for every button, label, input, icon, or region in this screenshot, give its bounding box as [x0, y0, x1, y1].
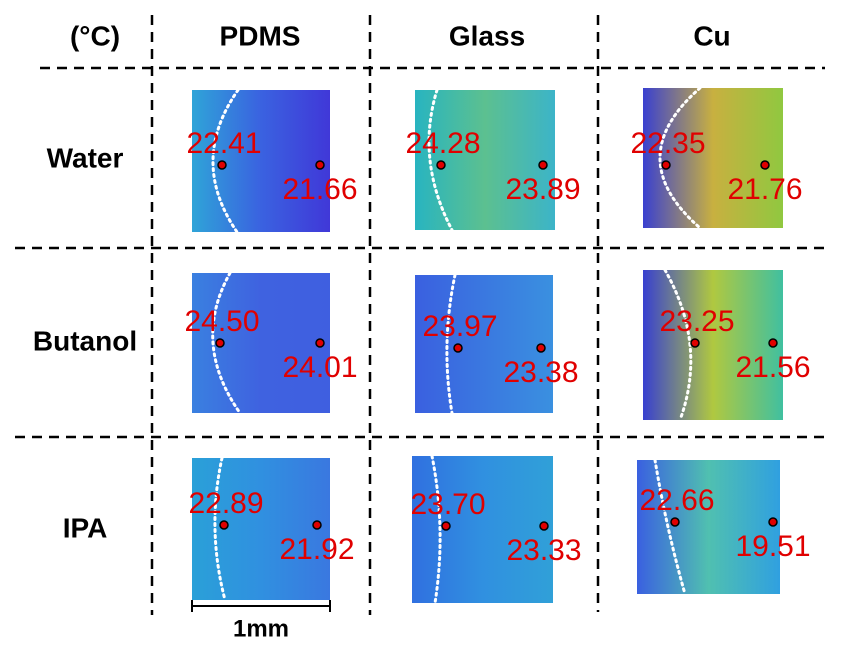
temperature-label: 22.66 — [639, 484, 714, 517]
contact-line — [658, 86, 702, 230]
temperature-label: 24.28 — [405, 127, 480, 160]
measure-point — [690, 338, 700, 348]
measure-point — [768, 517, 778, 527]
contact-line — [445, 273, 457, 415]
contact-line — [211, 271, 242, 415]
temperature-label: 21.56 — [735, 351, 810, 384]
contact-line — [213, 456, 227, 602]
scale-bar — [191, 600, 331, 612]
temperature-label: 24.01 — [282, 351, 357, 384]
contact-line — [427, 88, 454, 232]
temperature-label: 21.66 — [282, 173, 357, 206]
scale-label: 1mm — [233, 615, 289, 642]
contact-line — [653, 458, 687, 596]
row-header: IPA — [63, 512, 108, 543]
thermal-image — [637, 460, 780, 594]
temperature-label: 19.51 — [735, 530, 810, 563]
temperature-label: 23.25 — [659, 305, 734, 338]
measure-point — [436, 160, 446, 170]
measure-point — [538, 160, 548, 170]
thermal-image — [415, 275, 553, 413]
temperature-label: 23.89 — [505, 173, 580, 206]
temperature-label: 23.97 — [422, 310, 497, 343]
temperature-label: 22.35 — [630, 127, 705, 160]
column-header: Glass — [449, 20, 525, 51]
measure-point — [760, 160, 770, 170]
measure-point — [670, 517, 680, 527]
temperature-label: 23.33 — [506, 534, 581, 567]
measure-point — [536, 343, 546, 353]
measure-point — [453, 343, 463, 353]
temperature-label: 21.76 — [727, 173, 802, 206]
thermal-image — [192, 458, 330, 600]
thermal-image — [415, 90, 555, 230]
temperature-label: 23.38 — [503, 356, 578, 389]
temperature-label: 24.50 — [184, 305, 259, 338]
thermal-image — [192, 90, 330, 232]
measure-point — [441, 521, 451, 531]
measure-point — [661, 160, 671, 170]
thermal-image — [643, 88, 783, 228]
thermal-image — [643, 270, 783, 420]
thermal-image — [192, 273, 330, 413]
column-header: PDMS — [220, 20, 301, 51]
column-header: Cu — [693, 20, 730, 51]
row-header: Butanol — [33, 325, 137, 356]
measure-point — [217, 160, 227, 170]
unit-label: (°C) — [70, 20, 120, 51]
temperature-label: 23.70 — [410, 488, 485, 521]
contact-line — [211, 88, 240, 234]
measure-point — [539, 521, 549, 531]
temperature-label: 22.89 — [188, 487, 263, 520]
measure-point — [312, 520, 322, 530]
measure-point — [315, 338, 325, 348]
measure-point — [219, 520, 229, 530]
measure-point — [315, 160, 325, 170]
measure-point — [215, 338, 225, 348]
contact-line — [430, 454, 442, 605]
row-header: Water — [47, 142, 124, 173]
temperature-label: 22.41 — [186, 127, 261, 160]
temperature-label: 21.92 — [279, 533, 354, 566]
measure-point — [768, 338, 778, 348]
contact-line — [663, 268, 693, 422]
thermal-image — [412, 456, 553, 603]
